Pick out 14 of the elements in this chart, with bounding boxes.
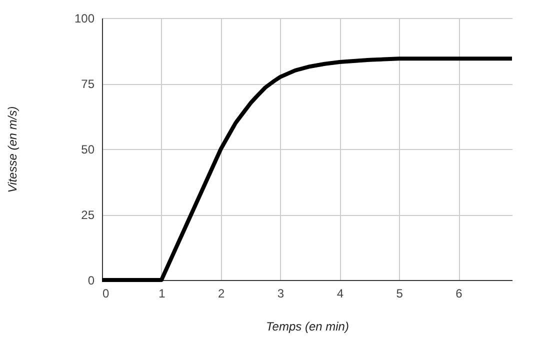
y-axis-title: Vitesse (en m/s) bbox=[5, 106, 20, 193]
y-tick-label: 25 bbox=[81, 208, 95, 222]
x-tick-label: 4 bbox=[336, 286, 344, 300]
x-tick-label: 0 bbox=[102, 286, 110, 300]
y-tick-label: 75 bbox=[81, 77, 95, 91]
x-axis-title: Temps (en min) bbox=[266, 320, 349, 334]
y-tick-label: 50 bbox=[81, 142, 95, 156]
x-tick-label: 2 bbox=[218, 286, 225, 300]
x-tick-label: 3 bbox=[277, 286, 284, 300]
y-tick-label: 100 bbox=[74, 12, 95, 26]
y-tick-label: 0 bbox=[88, 274, 95, 288]
x-tick-label: 6 bbox=[456, 286, 463, 300]
x-tick-label: 1 bbox=[158, 286, 166, 300]
x-tick-label: 5 bbox=[396, 286, 404, 300]
